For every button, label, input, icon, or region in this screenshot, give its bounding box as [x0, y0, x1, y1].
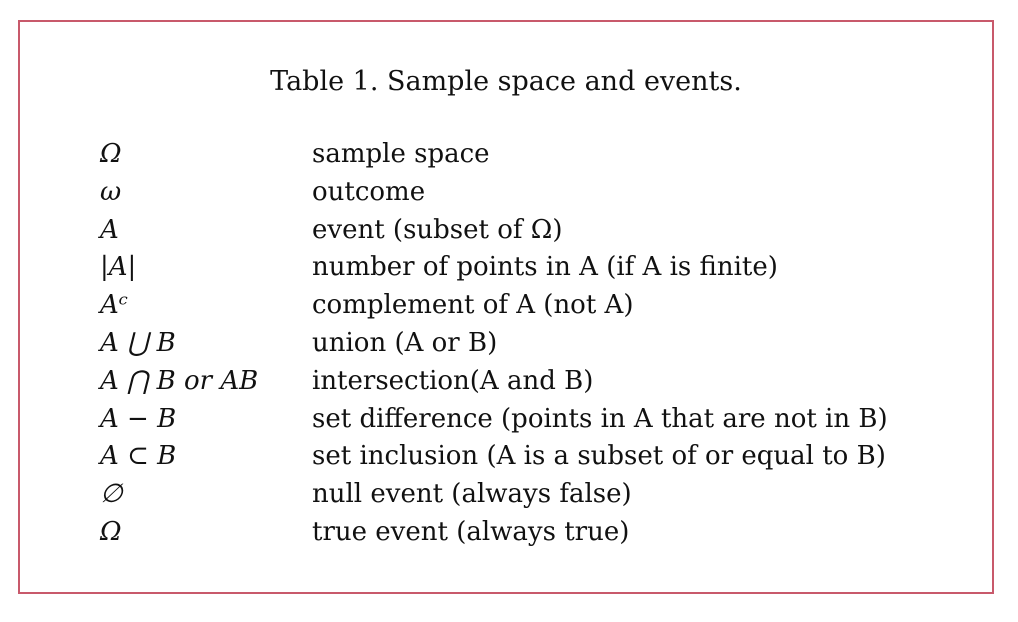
description-cell: event (subset of Ω) — [312, 214, 563, 245]
symbol-cell: ∅ — [100, 479, 123, 510]
table-row: ∅ null event (always false) — [100, 476, 960, 514]
symbol-cell: A — [100, 214, 119, 245]
description-cell: true event (always true) — [312, 516, 630, 547]
symbol-cell: ω — [100, 176, 122, 207]
table-row: Aᶜ complement of A (not A) — [100, 287, 960, 325]
description-cell: set inclusion (A is a subset of or equal… — [312, 441, 886, 472]
symbol-cell: Ω — [100, 139, 122, 169]
table-row: A ⊂ B set inclusion (A is a subset of or… — [100, 438, 960, 476]
description-cell: sample space — [312, 139, 490, 169]
symbol-cell: |A| — [100, 252, 137, 283]
description-cell: set difference (points in A that are not… — [312, 403, 888, 434]
table-row: A ⋃ B union (A or B) — [100, 325, 960, 363]
table-row: Ω sample space — [100, 136, 960, 174]
table-row: Ω true event (always true) — [100, 514, 960, 552]
table-row: ω outcome — [100, 174, 960, 212]
table-caption: Table 1. Sample space and events. — [270, 66, 742, 97]
table-row: |A| number of points in A (if A is finit… — [100, 249, 960, 287]
description-cell: number of points in A (if A is finite) — [312, 252, 778, 283]
description-cell: outcome — [312, 176, 426, 207]
table-row: A ⋂ B or AB intersection(A and B) — [100, 363, 960, 401]
description-cell: complement of A (not A) — [312, 290, 634, 321]
symbol-cell: A − B — [100, 403, 177, 434]
table-row: A event (subset of Ω) — [100, 212, 960, 250]
table-frame: Table 1. Sample space and events. Ω samp… — [18, 20, 994, 594]
symbol-cell: Aᶜ — [100, 290, 128, 321]
description-cell: intersection(A and B) — [312, 365, 594, 396]
symbol-cell: Ω — [100, 516, 122, 547]
table-row: A − B set difference (points in A that a… — [100, 401, 960, 439]
symbol-cell: A ⊂ B — [100, 441, 177, 472]
description-cell: null event (always false) — [312, 479, 632, 510]
notation-table: Ω sample space ω outcome A event (subset… — [100, 136, 960, 552]
symbol-cell: A ⋂ B or AB — [100, 365, 259, 396]
description-cell: union (A or B) — [312, 327, 498, 358]
symbol-cell: A ⋃ B — [100, 327, 176, 358]
